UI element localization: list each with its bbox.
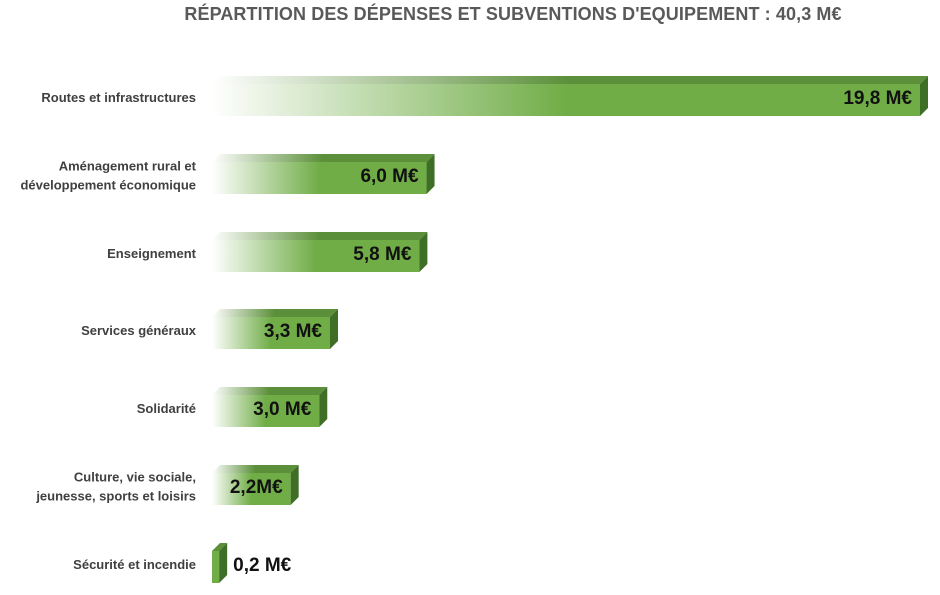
category-label-line: Solidarité <box>137 401 196 416</box>
bar-group: 3,3 M€ Services généraux <box>81 309 338 349</box>
category-label-line: Services généraux <box>81 323 197 338</box>
bar-side-face <box>319 387 328 427</box>
data-label: 19,8 M€ <box>843 88 912 109</box>
bar-top-face <box>212 465 299 473</box>
bar-side-face <box>419 232 428 272</box>
bar <box>212 240 420 272</box>
bar-side-face <box>330 309 338 349</box>
category-label-line: Culture, vie sociale, <box>74 470 196 485</box>
category-label: Culture, vie sociale, jeunesse, sports et… <box>35 470 196 504</box>
data-label: 2,2M€ <box>230 477 283 498</box>
bar-group: 0,2 M€ Sécurité et incendie <box>73 543 292 583</box>
bar-group: 3,0 M€ Solidarité <box>137 387 328 427</box>
bar-top-face <box>212 232 428 240</box>
chart-title: RÉPARTITION DES DÉPENSES ET SUBVENTIONS … <box>184 4 842 24</box>
bar-top-face <box>212 387 328 395</box>
bar-side-face <box>920 76 928 116</box>
category-label: Routes et infrastructures <box>41 90 196 105</box>
category-label: Enseignement <box>107 246 197 261</box>
category-label-line: Enseignement <box>107 246 197 261</box>
bar-group: 2,2M€ Culture, vie sociale, jeunesse, spor… <box>35 465 299 505</box>
bar-top-face <box>212 154 435 162</box>
category-label: Sécurité et incendie <box>73 557 196 572</box>
bar-side-face <box>219 543 228 583</box>
bars-layer: 19,8 M€ Routes et infrastructures 6,0 M€ Am… <box>20 76 928 583</box>
bar <box>212 84 920 116</box>
bar <box>212 317 330 349</box>
bar-group: 19,8 M€ Routes et infrastructures <box>41 76 928 116</box>
category-label-line: jeunesse, sports et loisirs <box>35 489 196 504</box>
bar-side-face <box>290 465 299 505</box>
category-label-line: Aménagement rural et <box>59 159 197 174</box>
bar-group: 6,0 M€ Aménagement rural et développement … <box>20 154 435 194</box>
bar-top-face <box>212 309 338 317</box>
data-label: 0,2 M€ <box>233 555 292 576</box>
bar-group: 5,8 M€ Enseignement <box>107 232 428 272</box>
data-label: 6,0 M€ <box>360 166 419 187</box>
data-label: 3,0 M€ <box>253 399 312 420</box>
category-label: Aménagement rural et développement économ… <box>20 159 196 193</box>
category-label-line: Sécurité et incendie <box>73 557 196 572</box>
category-label-line: Routes et infrastructures <box>41 90 196 105</box>
bar-top-face <box>212 543 228 551</box>
bar <box>212 473 291 505</box>
category-label: Services généraux <box>81 323 197 338</box>
bar-top-face <box>212 76 928 84</box>
category-label-line: développement économique <box>20 178 196 193</box>
data-label: 5,8 M€ <box>353 244 412 265</box>
bar <box>212 551 220 583</box>
data-label: 3,3 M€ <box>264 321 323 342</box>
bar-side-face <box>426 154 435 194</box>
bar <box>212 395 320 427</box>
bar <box>212 162 427 194</box>
category-label: Solidarité <box>137 401 196 416</box>
